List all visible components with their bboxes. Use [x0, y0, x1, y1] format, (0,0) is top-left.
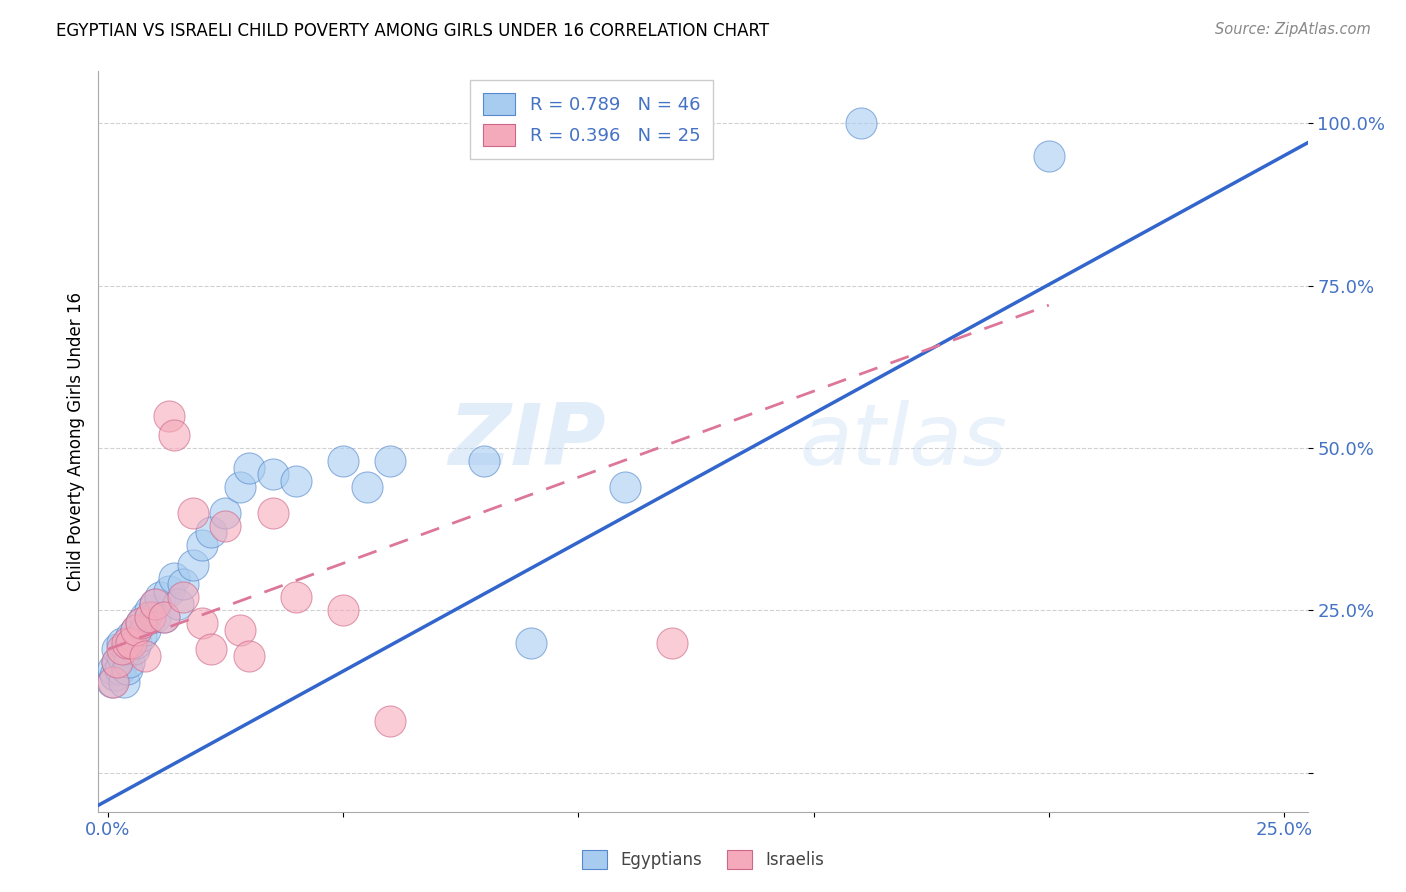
Point — [163, 571, 186, 585]
Point — [111, 636, 134, 650]
Point — [149, 591, 172, 605]
Point — [520, 636, 543, 650]
Point — [125, 623, 148, 637]
Point — [115, 662, 138, 676]
Point — [378, 714, 401, 728]
Y-axis label: Child Poverty Among Girls Under 16: Child Poverty Among Girls Under 16 — [66, 292, 84, 591]
Text: ZIP: ZIP — [449, 400, 606, 483]
Point — [1038, 149, 1060, 163]
Point — [181, 558, 204, 572]
Point — [115, 642, 138, 657]
Point — [262, 506, 284, 520]
Point — [143, 597, 166, 611]
Point — [157, 409, 180, 423]
Point — [285, 591, 308, 605]
Point — [139, 603, 162, 617]
Point — [228, 623, 250, 637]
Point — [129, 616, 152, 631]
Point — [111, 648, 134, 663]
Point — [332, 603, 354, 617]
Point — [104, 668, 127, 682]
Point — [238, 460, 260, 475]
Point — [105, 656, 128, 670]
Point — [120, 629, 142, 643]
Point — [129, 616, 152, 631]
Point — [332, 454, 354, 468]
Point — [191, 538, 214, 552]
Point — [105, 656, 128, 670]
Point — [153, 610, 176, 624]
Point — [849, 116, 872, 130]
Point — [214, 506, 236, 520]
Point — [108, 662, 131, 676]
Point — [378, 454, 401, 468]
Text: EGYPTIAN VS ISRAELI CHILD POVERTY AMONG GIRLS UNDER 16 CORRELATION CHART: EGYPTIAN VS ISRAELI CHILD POVERTY AMONG … — [56, 22, 769, 40]
Point — [661, 636, 683, 650]
Point — [285, 474, 308, 488]
Point — [614, 480, 637, 494]
Point — [129, 629, 152, 643]
Point — [214, 519, 236, 533]
Point — [200, 642, 222, 657]
Text: Source: ZipAtlas.com: Source: ZipAtlas.com — [1215, 22, 1371, 37]
Point — [101, 662, 124, 676]
Point — [262, 467, 284, 481]
Point — [120, 636, 142, 650]
Point — [238, 648, 260, 663]
Point — [143, 610, 166, 624]
Point — [122, 642, 145, 657]
Legend: R = 0.789   N = 46, R = 0.396   N = 25: R = 0.789 N = 46, R = 0.396 N = 25 — [470, 80, 713, 159]
Point — [356, 480, 378, 494]
Text: atlas: atlas — [800, 400, 1008, 483]
Point — [112, 674, 135, 689]
Point — [472, 454, 495, 468]
Point — [115, 636, 138, 650]
Point — [191, 616, 214, 631]
Point — [167, 597, 190, 611]
Point — [125, 623, 148, 637]
Point — [134, 623, 156, 637]
Point — [120, 636, 142, 650]
Point — [139, 610, 162, 624]
Point — [200, 525, 222, 540]
Point — [111, 642, 134, 657]
Point — [228, 480, 250, 494]
Point — [101, 674, 124, 689]
Point — [134, 610, 156, 624]
Point — [134, 648, 156, 663]
Point — [163, 428, 186, 442]
Point — [118, 656, 141, 670]
Point — [125, 636, 148, 650]
Point — [105, 642, 128, 657]
Point — [157, 583, 180, 598]
Point — [181, 506, 204, 520]
Point — [143, 597, 166, 611]
Point — [172, 577, 194, 591]
Point — [153, 610, 176, 624]
Point — [100, 674, 122, 689]
Point — [172, 591, 194, 605]
